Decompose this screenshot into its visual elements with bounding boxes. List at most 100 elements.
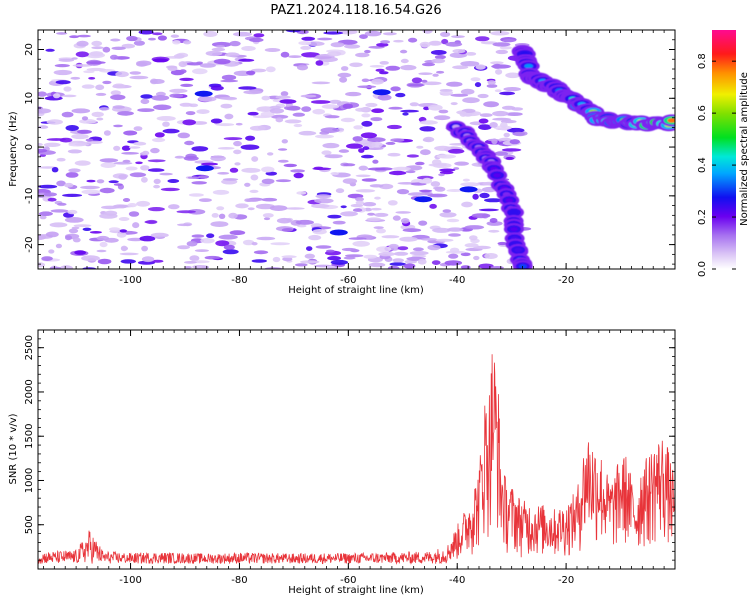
noise-speckle [342, 178, 358, 185]
noise-speckle [140, 98, 150, 105]
noise-speckle [110, 90, 122, 96]
noise-speckle [348, 237, 367, 240]
noise-speckle [122, 198, 131, 202]
noise-speckle [355, 189, 376, 193]
noise-speckle [54, 64, 70, 68]
noise-speckle [423, 106, 430, 111]
noise-speckle [59, 265, 73, 269]
noise-speckle [365, 102, 378, 108]
noise-speckle [295, 219, 314, 225]
noise-speckle [428, 104, 443, 111]
noise-speckle [82, 227, 92, 231]
noise-speckle [417, 258, 427, 265]
noise-speckle [486, 221, 503, 226]
noise-speckle [420, 149, 431, 156]
noise-speckle [460, 252, 471, 257]
noise-speckle [373, 226, 384, 230]
noise-speckle [495, 49, 508, 55]
noise-speckle [304, 253, 315, 259]
noise-speckle [63, 86, 72, 92]
noise-speckle [429, 203, 437, 209]
noise-speckle [436, 70, 445, 74]
noise-speckle [99, 107, 110, 111]
y-tick-label: 500 [24, 515, 35, 534]
noise-speckle [477, 93, 489, 99]
noise-speckle [191, 146, 209, 152]
noise-speckle [364, 30, 382, 37]
noise-speckle [499, 46, 512, 50]
noise-speckle [112, 105, 125, 109]
spectrogram-plot-area [38, 30, 675, 269]
noise-speckle [393, 251, 409, 256]
noise-speckle [113, 161, 133, 165]
noise-speckle [179, 102, 193, 107]
noise-speckle [431, 159, 442, 166]
noise-speckle [433, 115, 451, 121]
noise-speckle [400, 218, 410, 224]
noise-speckle [280, 91, 289, 97]
noise-speckle [224, 113, 234, 120]
noise-speckle [129, 75, 149, 80]
noise-speckle [129, 71, 142, 75]
noise-speckle [233, 149, 242, 155]
noise-speckle [253, 33, 265, 38]
noise-speckle [152, 32, 163, 36]
noise-speckle [478, 118, 489, 124]
noise-speckle [251, 156, 259, 162]
noise-speckle [326, 249, 335, 253]
noise-speckle [364, 49, 371, 54]
noise-speckle [184, 140, 195, 146]
noise-speckle [503, 132, 510, 138]
noise-speckle [419, 126, 436, 132]
noise-speckle [281, 228, 293, 232]
spectrogram-x-tick-labels: -100 -80 -60 -40 -20 [119, 275, 574, 286]
noise-speckle [406, 154, 419, 158]
noise-speckle [108, 227, 121, 231]
noise-speckle [465, 52, 477, 56]
noise-speckle [141, 245, 149, 252]
noise-speckle [108, 180, 119, 184]
noise-speckle [169, 88, 188, 93]
noise-speckle [198, 96, 217, 102]
noise-speckle [327, 51, 342, 57]
noise-speckle [62, 94, 77, 98]
noise-speckle [89, 231, 102, 234]
noise-speckle [419, 120, 438, 125]
noise-speckle [99, 158, 119, 163]
noise-speckle [198, 198, 212, 203]
noise-speckle [159, 172, 173, 176]
noise-speckle [315, 245, 332, 249]
noise-speckle [249, 189, 259, 193]
noise-speckle [371, 108, 384, 113]
noise-speckle [434, 186, 446, 192]
noise-speckle [153, 184, 161, 189]
noise-speckle [117, 111, 134, 116]
noise-speckle [371, 141, 383, 148]
noise-speckle [296, 191, 307, 195]
spectrogram-ticks [38, 29, 676, 269]
x-tick-label: -100 [119, 275, 142, 286]
noise-speckle [140, 165, 150, 171]
noise-speckle [224, 52, 240, 57]
noise-speckle [399, 236, 418, 242]
noise-speckle [71, 108, 91, 114]
noise-speckle [218, 234, 238, 240]
noise-speckle [79, 119, 97, 124]
noise-speckle [261, 178, 275, 184]
colorbar-tick-label: 0.6 [697, 105, 708, 121]
noise-speckle [492, 110, 509, 117]
noise-speckle [462, 97, 480, 104]
noise-speckle [261, 95, 271, 101]
noise-speckle [256, 236, 276, 241]
noise-speckle [154, 132, 165, 138]
noise-speckle [191, 234, 205, 238]
noise-speckle [119, 252, 139, 256]
noise-speckle [421, 81, 442, 86]
track-core [493, 173, 502, 178]
noise-speckle [261, 166, 275, 173]
noise-speckle [192, 68, 208, 75]
noise-speckle [265, 171, 278, 176]
noise-speckle [116, 231, 127, 238]
noise-speckle [464, 243, 479, 248]
noise-speckle [361, 154, 374, 159]
